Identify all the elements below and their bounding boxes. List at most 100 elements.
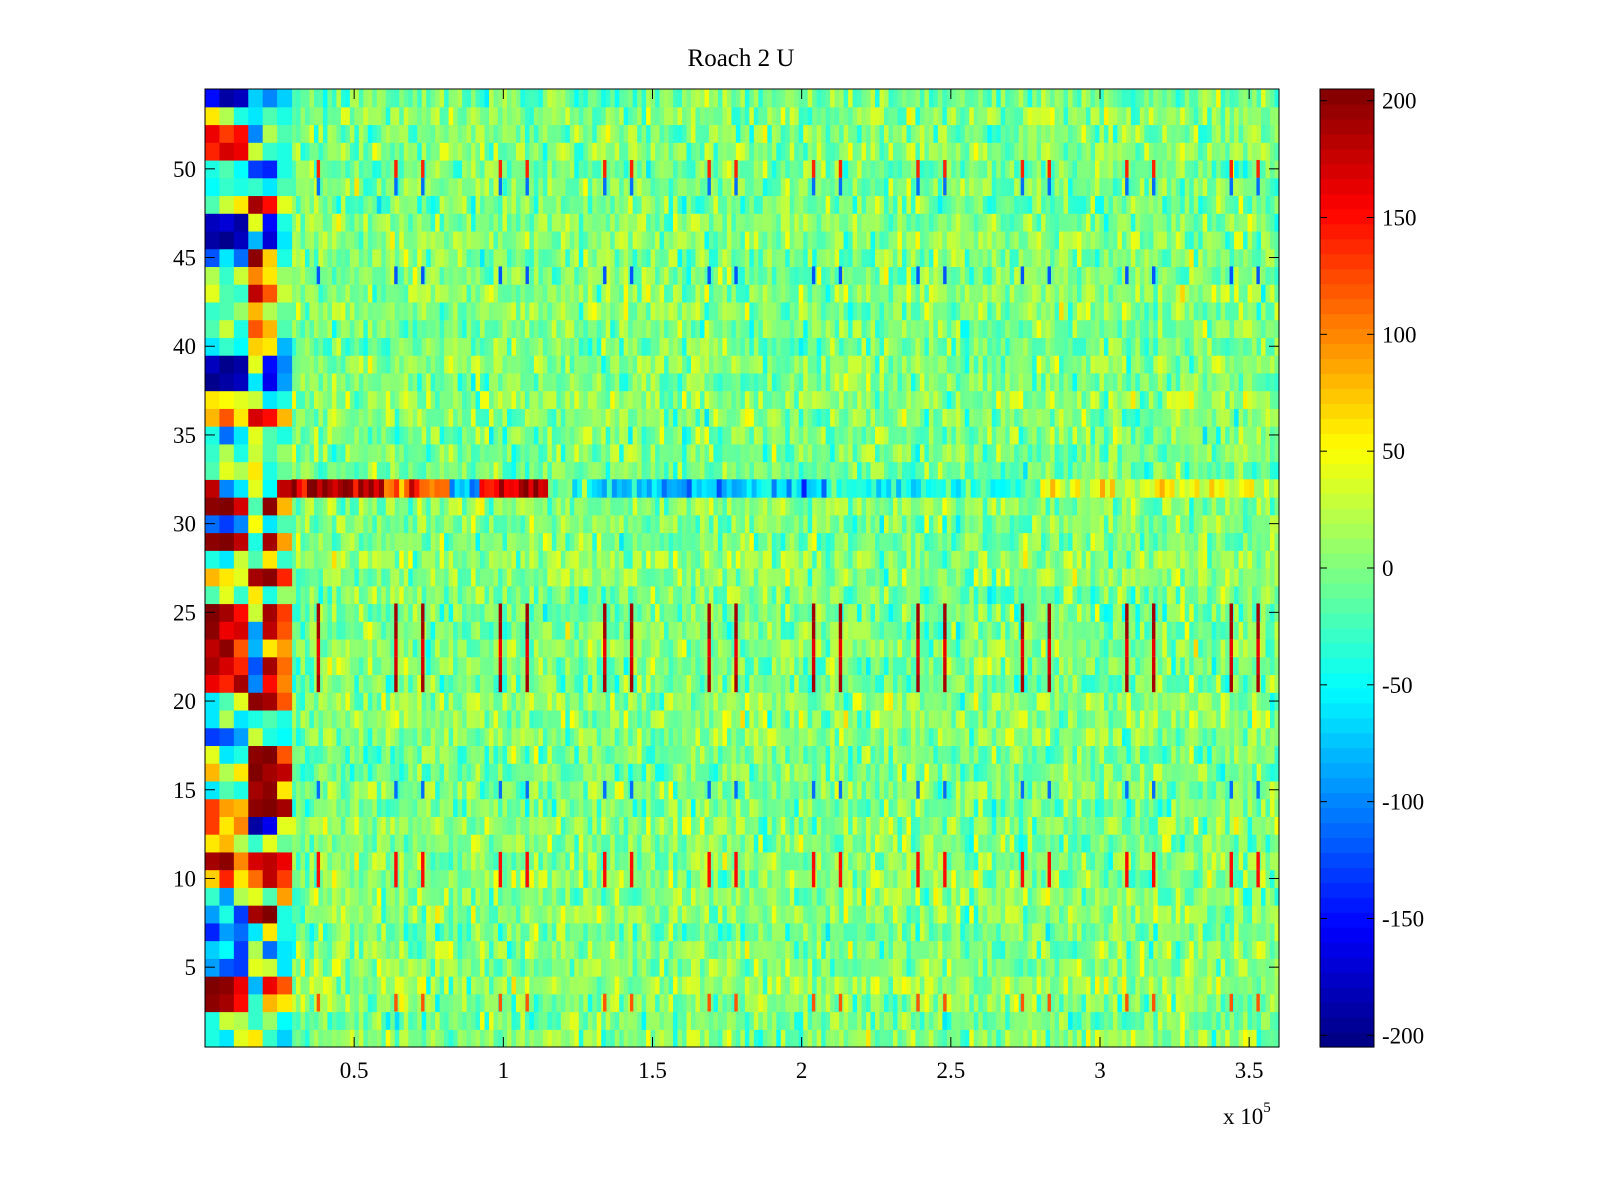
heatmap-cell	[385, 763, 391, 782]
heatmap-cell	[955, 798, 961, 817]
heatmap-cell	[1256, 976, 1262, 995]
heatmap-cell	[946, 709, 952, 729]
heatmap-cell	[430, 816, 436, 835]
heatmap-cell	[771, 1011, 777, 1030]
heatmap-cell	[1126, 709, 1132, 729]
heatmap-cell	[794, 692, 800, 711]
heatmap-cell	[448, 1011, 454, 1030]
heatmap-cell	[1063, 798, 1069, 817]
heatmap-cell	[453, 851, 459, 871]
heatmap-cell	[493, 940, 499, 959]
heatmap-cell	[852, 958, 858, 977]
heatmap-cell	[816, 834, 822, 853]
heatmap-cell	[919, 1029, 926, 1048]
heatmap-cell	[291, 692, 297, 711]
heatmap-cell	[637, 922, 643, 942]
heatmap-cell	[376, 976, 382, 995]
heatmap-cell	[417, 763, 423, 782]
heatmap-cell	[888, 905, 894, 924]
heatmap-cell	[839, 727, 845, 747]
heatmap-cell	[659, 940, 665, 959]
heatmap-cell	[1220, 834, 1226, 853]
heatmap-cell	[1189, 1011, 1195, 1030]
heatmap-cell	[695, 816, 701, 835]
heatmap-cell	[897, 958, 903, 977]
heatmap-cell	[412, 745, 418, 764]
heatmap-cell	[358, 656, 364, 676]
heatmap-cell	[318, 976, 324, 995]
heatmap-cell	[910, 692, 917, 711]
heatmap-cell	[919, 763, 926, 782]
heatmap-cell	[848, 674, 854, 693]
heatmap-cell	[919, 976, 926, 995]
heatmap-cell	[1225, 993, 1231, 1013]
heatmap-cell	[884, 905, 890, 924]
heatmap-cell	[1094, 1011, 1101, 1030]
heatmap-cell	[816, 1029, 822, 1048]
heatmap-cell	[574, 780, 580, 800]
heatmap-cell	[578, 1011, 584, 1030]
heatmap-cell	[354, 638, 360, 658]
heatmap-cell	[480, 1029, 486, 1048]
heatmap-cell	[1202, 816, 1208, 835]
heatmap-cell	[906, 940, 912, 959]
heatmap-cell	[1256, 745, 1262, 764]
heatmap-cell	[1148, 727, 1154, 747]
heatmap-cell	[1068, 692, 1074, 711]
heatmap-cell	[1009, 1011, 1015, 1030]
heatmap-cell	[1130, 1029, 1136, 1048]
heatmap-cell	[331, 869, 337, 888]
heatmap-cell	[695, 940, 701, 959]
heatmap-cell	[668, 887, 674, 906]
heatmap-cell	[1108, 1011, 1114, 1030]
heatmap-cell	[448, 780, 454, 800]
heatmap-cell	[542, 834, 548, 853]
heatmap-cell	[668, 958, 674, 977]
heatmap-cell	[421, 745, 427, 764]
heatmap-cell	[614, 887, 620, 906]
heatmap-cell	[1225, 976, 1231, 995]
heatmap-cell	[664, 656, 670, 676]
heatmap-cell	[592, 780, 598, 800]
heatmap-cell	[484, 869, 490, 888]
heatmap-cell	[830, 798, 836, 817]
heatmap-cell	[1265, 727, 1271, 747]
heatmap-cell	[677, 745, 683, 764]
heatmap-cell	[623, 834, 629, 853]
heatmap-cell	[381, 922, 387, 942]
heatmap-cell	[511, 674, 517, 693]
heatmap-cell	[910, 1011, 917, 1030]
heatmap-cell	[300, 727, 306, 747]
heatmap-cell	[1225, 674, 1231, 693]
heatmap-cell	[691, 780, 697, 800]
heatmap-cell	[457, 709, 463, 729]
heatmap-cell	[1068, 993, 1074, 1013]
heatmap-cell	[735, 940, 741, 959]
heatmap-cell	[448, 905, 454, 924]
heatmap-cell	[632, 727, 638, 747]
heatmap-cell	[376, 745, 382, 764]
heatmap-cell	[807, 993, 813, 1013]
heatmap-cell	[596, 940, 602, 959]
heatmap-cell	[421, 1029, 427, 1048]
heatmap-cell	[484, 1029, 490, 1048]
heatmap-cell	[1099, 887, 1105, 906]
heatmap-cell	[641, 780, 647, 800]
heatmap-cell	[475, 745, 481, 764]
heatmap-cell	[682, 887, 688, 906]
heatmap-cell	[870, 745, 876, 764]
heatmap-cell	[1180, 674, 1186, 693]
heatmap-cell	[762, 958, 768, 977]
heatmap-cell	[780, 869, 786, 888]
heatmap-cell	[551, 692, 557, 711]
heatmap-cell	[1009, 869, 1015, 888]
heatmap-cell	[1135, 940, 1141, 959]
heatmap-cell	[381, 958, 387, 977]
heatmap-cell	[1189, 887, 1195, 906]
heatmap-cell	[830, 745, 836, 764]
heatmap-cell	[937, 905, 943, 924]
heatmap-cell	[296, 869, 302, 888]
heatmap-cell	[978, 834, 984, 853]
heatmap-cell	[735, 656, 741, 676]
heatmap-cell	[1005, 727, 1011, 747]
